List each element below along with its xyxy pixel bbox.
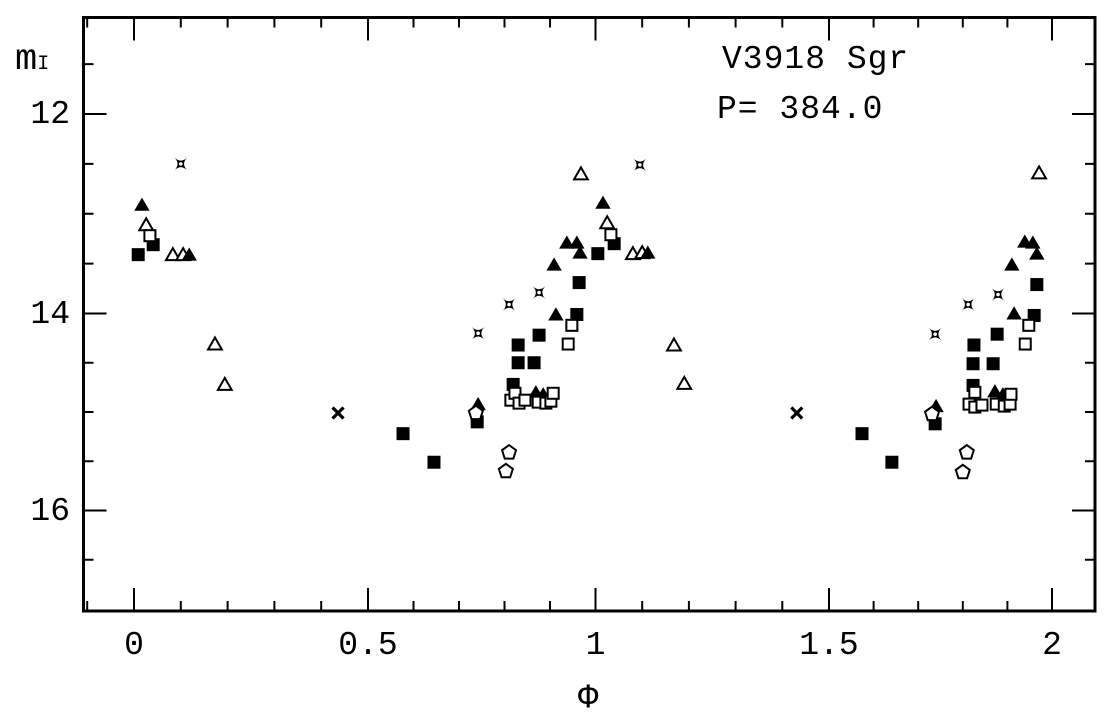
marker-open-square (561, 337, 575, 351)
marker-star (961, 298, 975, 312)
marker-open-square (546, 386, 560, 400)
x-tick-label: 1.5 (799, 627, 859, 664)
marker-star (928, 327, 942, 341)
marker-filled-square (966, 357, 980, 371)
x-tick-label: 1 (585, 627, 606, 664)
marker-filled-square (570, 307, 584, 321)
marker-pentagon (923, 405, 941, 422)
marker-open-square (975, 398, 989, 412)
marker-filled-square (396, 427, 410, 441)
x-axis-title: Φ (578, 680, 599, 718)
marker-cross (331, 406, 345, 420)
star-name-label: V3918 Sgr (722, 41, 910, 78)
marker-filled-square (511, 356, 525, 370)
marker-open-square (1004, 387, 1018, 401)
marker-filled-triangle (548, 307, 564, 321)
marker-open-square (604, 228, 618, 242)
marker-filled-triangle (1029, 246, 1045, 260)
marker-open-triangle (572, 165, 590, 181)
marker-filled-square (990, 327, 1004, 341)
marker-open-triangle (675, 374, 693, 390)
marker-filled-triangle (987, 384, 1003, 398)
marker-pentagon (500, 443, 518, 460)
marker-filled-triangle (1004, 257, 1020, 271)
marker-open-triangle (598, 214, 616, 230)
marker-filled-square (1030, 278, 1044, 292)
marker-star (174, 157, 188, 171)
period-label: P= 384.0 (717, 91, 884, 128)
y-axis-title: mI (15, 42, 49, 79)
marker-filled-square (572, 276, 586, 290)
marker-filled-square (967, 338, 981, 352)
marker-open-triangle (206, 335, 224, 351)
marker-filled-square (986, 357, 1000, 371)
marker-open-triangle (164, 246, 182, 262)
x-tick-label: 0 (124, 627, 144, 664)
marker-filled-square (532, 328, 546, 342)
marker-filled-triangle (134, 197, 150, 211)
marker-filled-square (427, 455, 441, 469)
marker-open-square (968, 385, 982, 399)
marker-pentagon (467, 404, 485, 421)
marker-open-triangle (216, 375, 234, 391)
marker-star (991, 288, 1005, 302)
marker-open-square (1018, 337, 1032, 351)
marker-filled-triangle (640, 245, 656, 259)
marker-filled-triangle (595, 195, 611, 209)
marker-pentagon (958, 443, 975, 460)
marker-filled-square (1027, 308, 1041, 322)
marker-filled-triangle (1006, 306, 1022, 320)
marker-open-triangle (137, 216, 155, 232)
marker-filled-square (511, 338, 525, 352)
x-tick-label: 2 (1042, 627, 1062, 664)
marker-filled-square (527, 356, 541, 370)
marker-open-square (565, 318, 579, 332)
marker-star (633, 158, 647, 172)
marker-pentagon (497, 462, 515, 479)
marker-open-square (143, 229, 157, 243)
marker-filled-triangle (546, 257, 562, 271)
marker-open-triangle (665, 336, 683, 352)
marker-filled-triangle (572, 245, 588, 259)
marker-open-triangle (1030, 164, 1048, 180)
marker-open-square (518, 393, 532, 407)
marker-filled-triangle (181, 247, 197, 261)
axes-frame (82, 16, 1097, 613)
y-axis-title-subscript: I (37, 53, 50, 76)
marker-star (502, 298, 516, 312)
x-tick-label: 0.5 (338, 627, 398, 664)
y-axis-title-text: m (15, 39, 38, 81)
marker-filled-triangle (569, 235, 585, 249)
marker-cross (790, 406, 804, 420)
marker-filled-triangle (1025, 235, 1041, 249)
marker-filled-square (885, 455, 899, 469)
y-tick-label: 16 (30, 492, 70, 530)
marker-filled-triangle (559, 235, 575, 249)
marker-star (471, 326, 485, 340)
marker-filled-square (591, 247, 605, 261)
y-tick-label: 14 (30, 295, 70, 333)
marker-pentagon (954, 463, 971, 480)
marker-filled-square (131, 248, 145, 262)
y-tick-label: 12 (30, 96, 70, 133)
marker-open-square (1022, 318, 1036, 332)
marker-filled-square (855, 427, 869, 441)
marker-star (532, 286, 546, 300)
